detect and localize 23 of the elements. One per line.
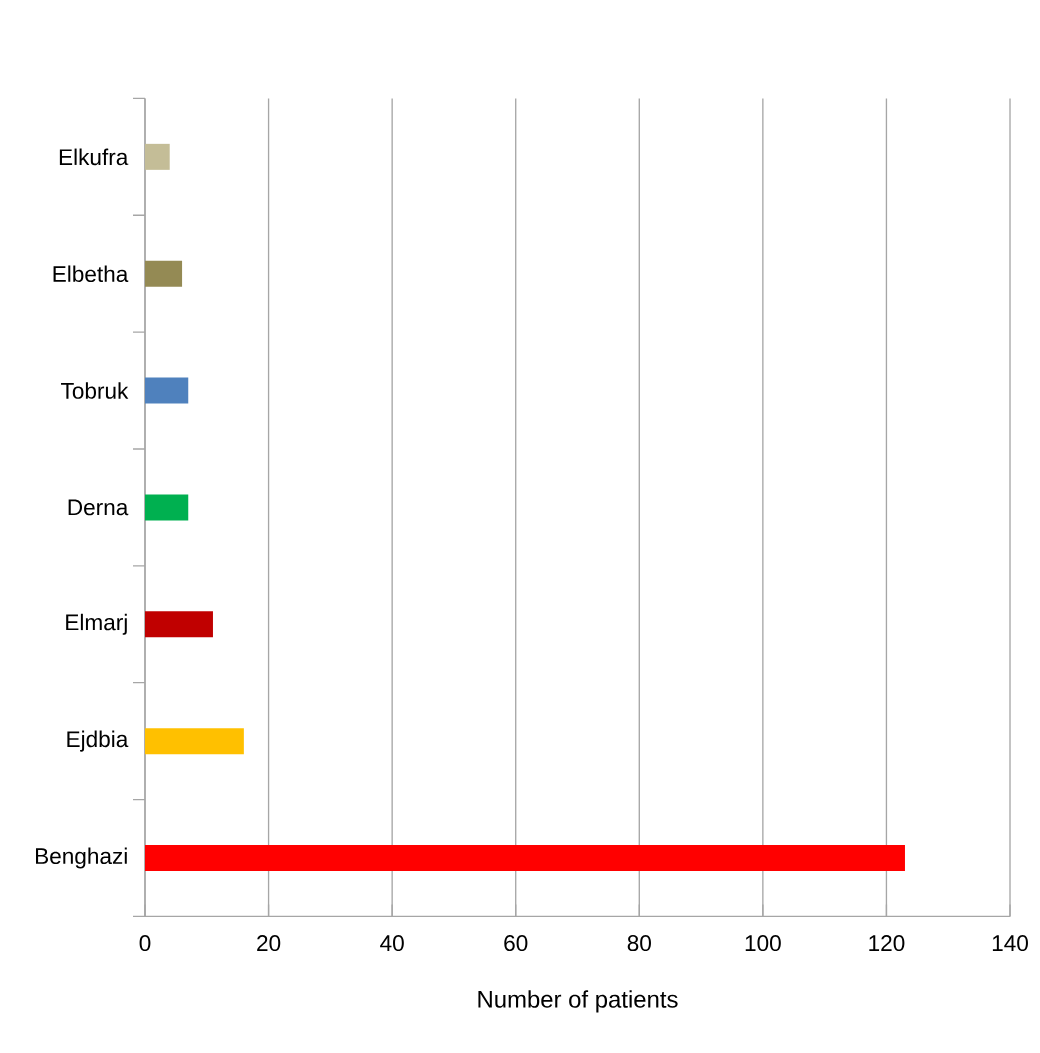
x-axis-title: Number of patients bbox=[478, 990, 678, 1013]
bar bbox=[145, 728, 244, 755]
x-tick-label: 120 bbox=[869, 935, 905, 952]
y-tick-label: Ejdbia bbox=[67, 730, 129, 752]
y-tick-label: Benghazi bbox=[36, 847, 127, 869]
y-tick-label: Derna bbox=[68, 499, 129, 516]
y-tick-label: Elmarj bbox=[66, 613, 127, 635]
x-tick-label: 80 bbox=[627, 935, 651, 952]
y-tick-label: Elbetha bbox=[53, 265, 129, 283]
x-tick-label: 60 bbox=[504, 935, 528, 952]
bar bbox=[145, 611, 213, 638]
x-tick-label: 100 bbox=[745, 935, 781, 952]
bar bbox=[145, 494, 189, 521]
x-tick-label: 140 bbox=[992, 935, 1028, 952]
bar bbox=[145, 377, 189, 404]
bar bbox=[145, 260, 183, 287]
bar bbox=[145, 845, 905, 871]
bar bbox=[145, 143, 170, 170]
x-tick-label: 40 bbox=[380, 935, 404, 952]
y-tick-label: Elkufra bbox=[59, 148, 129, 166]
y-tick-label: Tobruk bbox=[61, 382, 129, 399]
x-tick-label: 20 bbox=[257, 935, 281, 952]
x-tick-label: 0 bbox=[139, 935, 151, 952]
